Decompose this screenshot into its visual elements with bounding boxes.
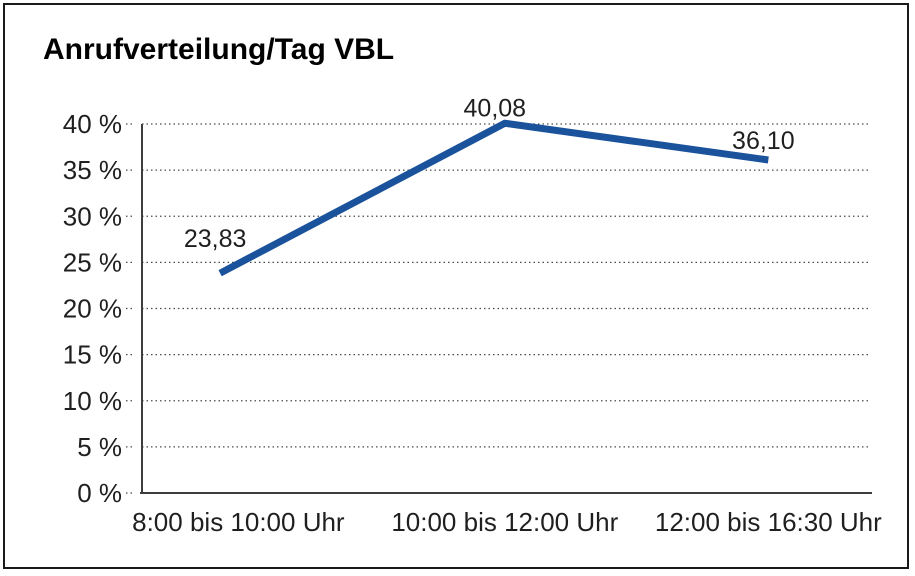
y-axis-tick-label: 25 % <box>63 247 122 277</box>
y-axis-tick-label: 30 % <box>63 201 122 231</box>
y-axis-tick-label: 5 % <box>77 432 122 462</box>
data-line <box>218 119 769 277</box>
x-axis-category-label: 8:00 bis 10:00 Uhr <box>132 507 345 537</box>
y-axis-tick-label: 0 % <box>77 478 122 508</box>
x-axis-category-label: 10:00 bis 12:00 Uhr <box>391 507 618 537</box>
y-axis-tick-label: 15 % <box>63 340 122 370</box>
y-axis-tick-label: 35 % <box>63 155 122 185</box>
x-axis-category-label: 12:00 bis 16:30 Uhr <box>655 507 882 537</box>
data-point-label: 23,83 <box>184 225 247 253</box>
chart-title: Anrufverteilung/Tag VBL <box>43 33 395 66</box>
y-axis-tick-label: 10 % <box>63 386 122 416</box>
data-point-label: 36,10 <box>732 127 795 155</box>
y-axis-tick-label: 20 % <box>63 294 122 324</box>
chart-frame: Anrufverteilung/Tag VBL <box>3 3 909 569</box>
data-point-label: 40,08 <box>464 94 527 122</box>
y-axis-tick-label: 40 % <box>63 109 122 139</box>
